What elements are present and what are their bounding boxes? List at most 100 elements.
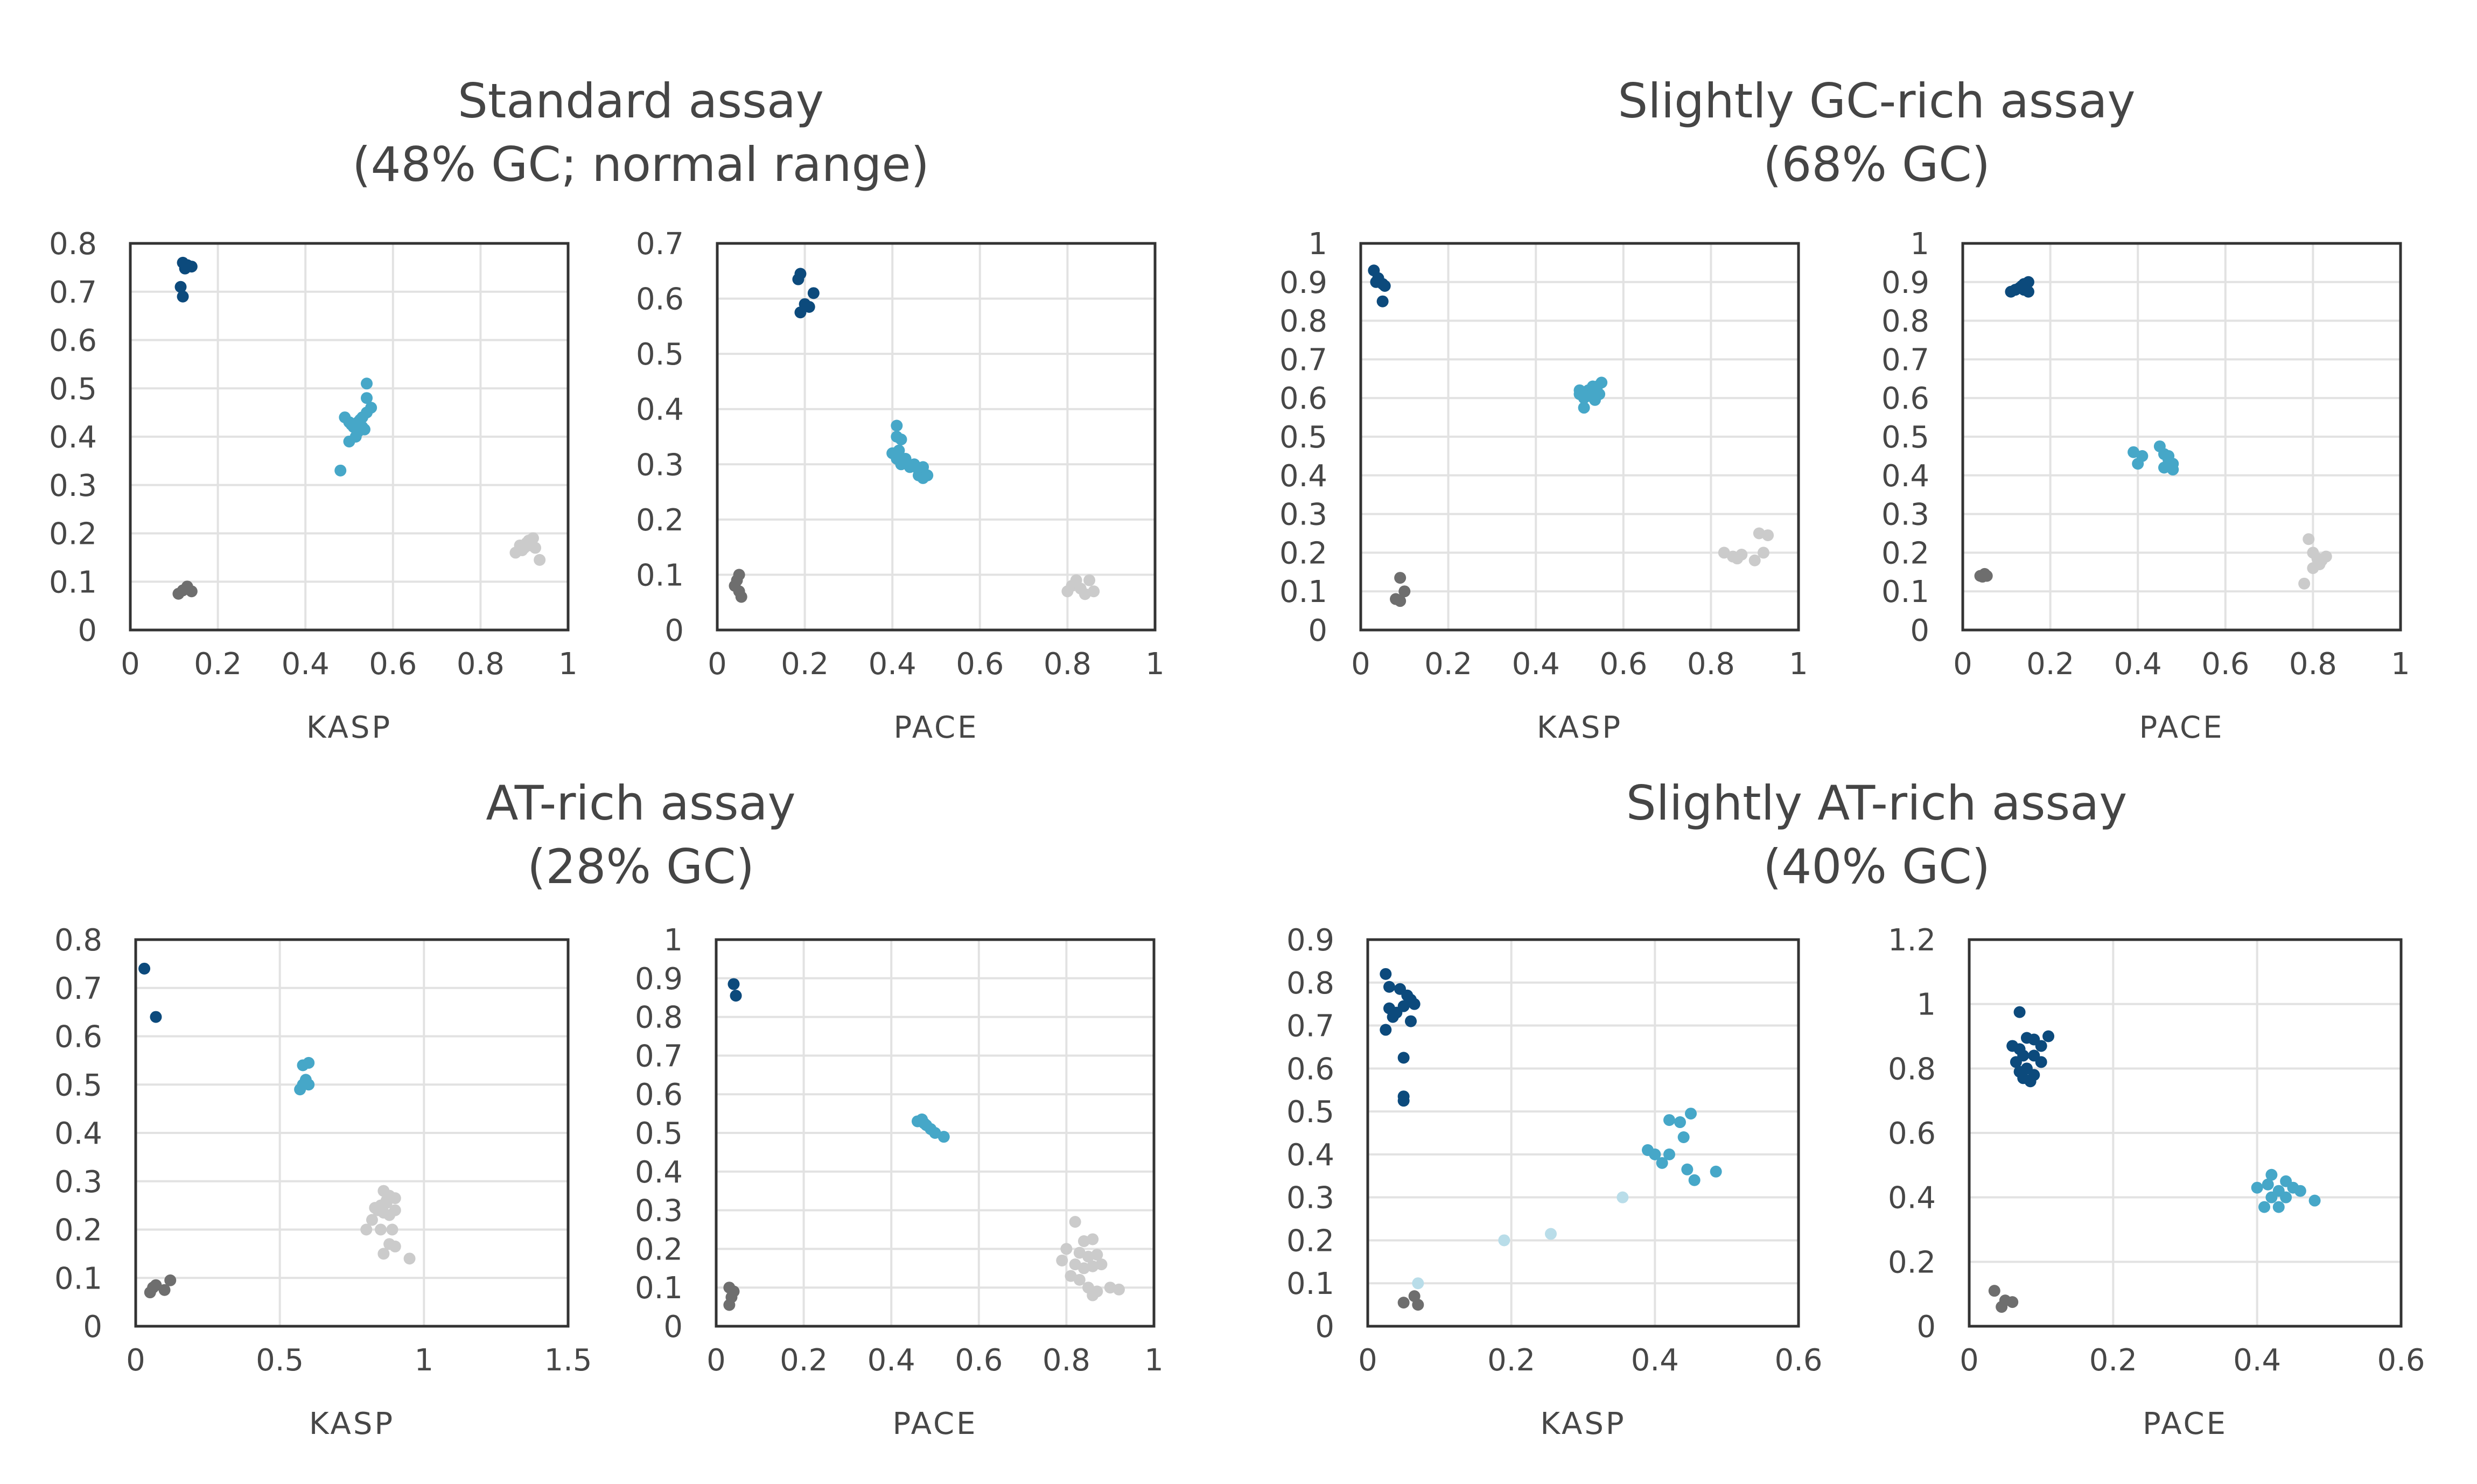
panel-3-title-line-1: AT-rich assay [486, 775, 795, 831]
panel-3-kasp-y-tick-label: 0.7 [54, 971, 102, 1006]
panel-2-kasp-point-no-template-control [1394, 595, 1407, 607]
panel-1-kasp-y-tick-label: 0 [78, 613, 97, 648]
panel-1-kasp-point-heterozygous [361, 377, 373, 390]
panel-3-pace-point-allele-2-homozygous [727, 978, 740, 990]
panel-3-pace-y-tick-label: 0.5 [635, 1116, 683, 1151]
panel-2-kasp-point-heterozygous [1573, 384, 1586, 396]
panel-1-kasp-y-tick-label: 0.1 [49, 565, 97, 600]
panel-4-kasp-point-no-template-control [1412, 1299, 1424, 1311]
panel-2-kasp-chart: 0 0.2 0.4 0.6 0.8 100.10.20.30.40.50.60.70.80… [1279, 227, 1808, 745]
panel-2-kasp-y-tick-label: 0.8 [1279, 304, 1327, 339]
panel-2-pace-series-allele-2-homozygous [2005, 276, 2034, 298]
panel-4-pace-y-tick-label: 1 [1916, 988, 1936, 1023]
panel-2-pace-y-tick-label: 0.2 [1881, 536, 1929, 571]
panel-3-pace-y-tick-label: 0.3 [635, 1194, 683, 1229]
panel-4-kasp-point-unclear [1412, 1277, 1424, 1290]
panel-1-pace-chart: 0 0.2 0.4 0.6 0.8 1 0 0.1 0.2 0.3 0.4 0.5 0.6 0.7 PACE [636, 227, 1165, 745]
panel-1-kasp-chart: 0 0.2 0.4 0.6 0.8 1 0 0.1 0.2 0.3 0.4 0.5 0.6 0.7 0.8 K… [49, 227, 578, 745]
panel-4-kasp-series-allele-2-homozygous [1380, 968, 1421, 1107]
panel-1-kasp-point-allele-1-homozygous [529, 542, 542, 554]
panel-4-kasp-point-no-template-control [1397, 1297, 1410, 1309]
panel-1-pace-series-no-template-control [729, 569, 747, 603]
panel-2-kasp-series-heterozygous [1573, 376, 1608, 414]
panel-2-pace-x-tick-label: 0.6 [2201, 647, 2249, 682]
panel-3-kasp-plot-frame [134, 938, 570, 1328]
panel-1-pace-point-heterozygous [891, 419, 903, 432]
panel-2-pace-x-tick-label: 1 [2391, 647, 2410, 682]
panel-4-kasp-y-tick-label: 0.1 [1286, 1266, 1334, 1301]
panel-4-kasp-point-allele-2-homozygous [1397, 1000, 1410, 1012]
panel-3-pace-x-axis-label: PACE [893, 1406, 978, 1441]
panel-3-pace-point-allele-1-homozygous [1091, 1249, 1103, 1261]
panel-2-pace-chart: 0 0.2 0.4 0.6 0.8 100.10.20.30.40.50.60.70.80… [1881, 227, 2410, 745]
panel-2-pace-y-tick-label: 0.5 [1881, 420, 1929, 455]
panel-1-kasp-series-allele-2-homozygous [174, 256, 198, 303]
panel-1-kasp-x-tick-label: 1 [558, 647, 578, 682]
panel-4-pace-point-heterozygous [2251, 1181, 2263, 1194]
scatter-plots: 0 0.2 0.4 0.6 0.8 1 0 0.1 0.2 0.3 0.4 0.5 0.6 0.7 0.8 K… [49, 227, 2425, 1441]
panel-3-kasp-x-tick-label: 1 [415, 1343, 434, 1378]
panel-1-kasp-y-tick-label: 0.7 [49, 275, 97, 310]
panel-2-kasp-x-tick-label: 0.2 [1424, 647, 1472, 682]
panel-4-pace-point-allele-2-homozygous [2042, 1030, 2055, 1042]
panel-2-kasp-y-tick-label: 0.9 [1279, 265, 1327, 300]
panel-4-kasp-y-tick-label: 0.8 [1286, 966, 1334, 1001]
panel-2-title-line-1: Slightly GC-rich assay [1618, 73, 2135, 129]
panel-2-kasp-point-allele-1-homozygous [1731, 552, 1744, 565]
panel-3-kasp-point-no-template-control [147, 1282, 159, 1294]
panel-1-kasp-x-tick-label: 0.4 [282, 647, 330, 682]
panel-3-kasp-y-tick-label: 0 [83, 1310, 102, 1345]
panel-4-pace-plot-frame [1968, 938, 2403, 1328]
panel-2-pace-plot-frame [1961, 242, 2402, 632]
panel-1-pace-series-allele-2-homozygous [792, 268, 820, 319]
panel-4-pace-point-heterozygous [2280, 1191, 2292, 1203]
panel-1-pace-point-allele-2-homozygous [807, 287, 820, 299]
panel-3-kasp-point-no-template-control [164, 1274, 177, 1286]
panel-1-pace-x-tick-label: 0.2 [781, 647, 829, 682]
panel-2-pace-series-allele-1-homozygous [2298, 533, 2332, 590]
panel-2-pace-y-tick-label: 0.6 [1881, 381, 1929, 416]
panel-3-kasp-y-tick-label: 0.4 [54, 1116, 102, 1151]
panel-1-kasp-series-allele-1-homozygous [509, 532, 546, 566]
panel-3-kasp-y-tick-label: 0.1 [54, 1261, 102, 1296]
panel-4-title-line-2: (40% GC) [1763, 839, 1990, 894]
panel-1-title-line-1: Standard assay [458, 73, 824, 129]
panel-4-pace-point-heterozygous [2258, 1201, 2271, 1213]
panel-4-kasp-y-tick-label: 0.6 [1286, 1052, 1334, 1087]
panel-3-pace-plot-frame [715, 938, 1156, 1328]
panel-2-title-line-2: (68% GC) [1763, 137, 1990, 192]
panel-2-pace-y-tick-label: 0.4 [1881, 459, 1929, 494]
panel-3-kasp-point-allele-2-homozygous [138, 962, 151, 975]
panel-3-kasp-x-axis-label: KASP [309, 1406, 395, 1441]
panel-2-kasp-y-tick-label: 1 [1308, 227, 1327, 262]
panel-4-kasp-point-allele-2-homozygous [1380, 1024, 1392, 1036]
panel-1-title-line-2: (48% GC; normal range) [352, 137, 929, 192]
panel-2-kasp-x-tick-label: 0.8 [1687, 647, 1735, 682]
panel-2-kasp-point-allele-1-homozygous [1757, 547, 1769, 559]
panel-2-kasp-point-heterozygous [1586, 380, 1599, 393]
panel-2-kasp-point-heterozygous [1593, 388, 1606, 401]
panel-1-kasp-point-allele-2-homozygous [177, 290, 189, 303]
panel-2-pace-point-heterozygous [2132, 458, 2144, 470]
panel-3-kasp-point-allele-1-homozygous [380, 1194, 393, 1207]
panel-2-kasp-y-tick-label: 0.4 [1279, 459, 1327, 494]
panel-1-kasp-x-tick-label: 0.2 [194, 647, 242, 682]
panel-4-pace-point-allele-2-homozygous [2035, 1056, 2047, 1068]
panel-4-pace-y-tick-label: 0.6 [1888, 1116, 1936, 1151]
panel-2-pace-series-no-template-control [1974, 568, 1993, 583]
panel-4-kasp-series-unclear [1412, 1191, 1629, 1290]
panel-2-pace-point-allele-1-homozygous [2298, 577, 2311, 590]
panel-4-kasp-point-allele-2-homozygous [1405, 1015, 1417, 1027]
panel-1-pace-y-tick-label: 0.3 [636, 447, 684, 482]
panel-4-kasp-point-allele-2-homozygous [1397, 1095, 1410, 1107]
panel-1-pace-plot-frame [716, 242, 1157, 632]
panel-1-pace-point-heterozygous [921, 469, 934, 481]
panel-4-kasp-y-tick-label: 0.3 [1286, 1181, 1334, 1216]
panel-4-kasp-point-heterozygous [1681, 1163, 1694, 1175]
panel-3-pace-series-allele-1-homozygous [1056, 1216, 1125, 1301]
panel-1-kasp-plot-frame [129, 242, 570, 632]
panel-1-pace-point-heterozygous [891, 431, 903, 443]
panel-4-pace-point-heterozygous [2294, 1185, 2306, 1197]
panel-1-pace-y-tick-label: 0.1 [636, 558, 684, 593]
panel-3-kasp-point-allele-1-homozygous [377, 1248, 390, 1260]
